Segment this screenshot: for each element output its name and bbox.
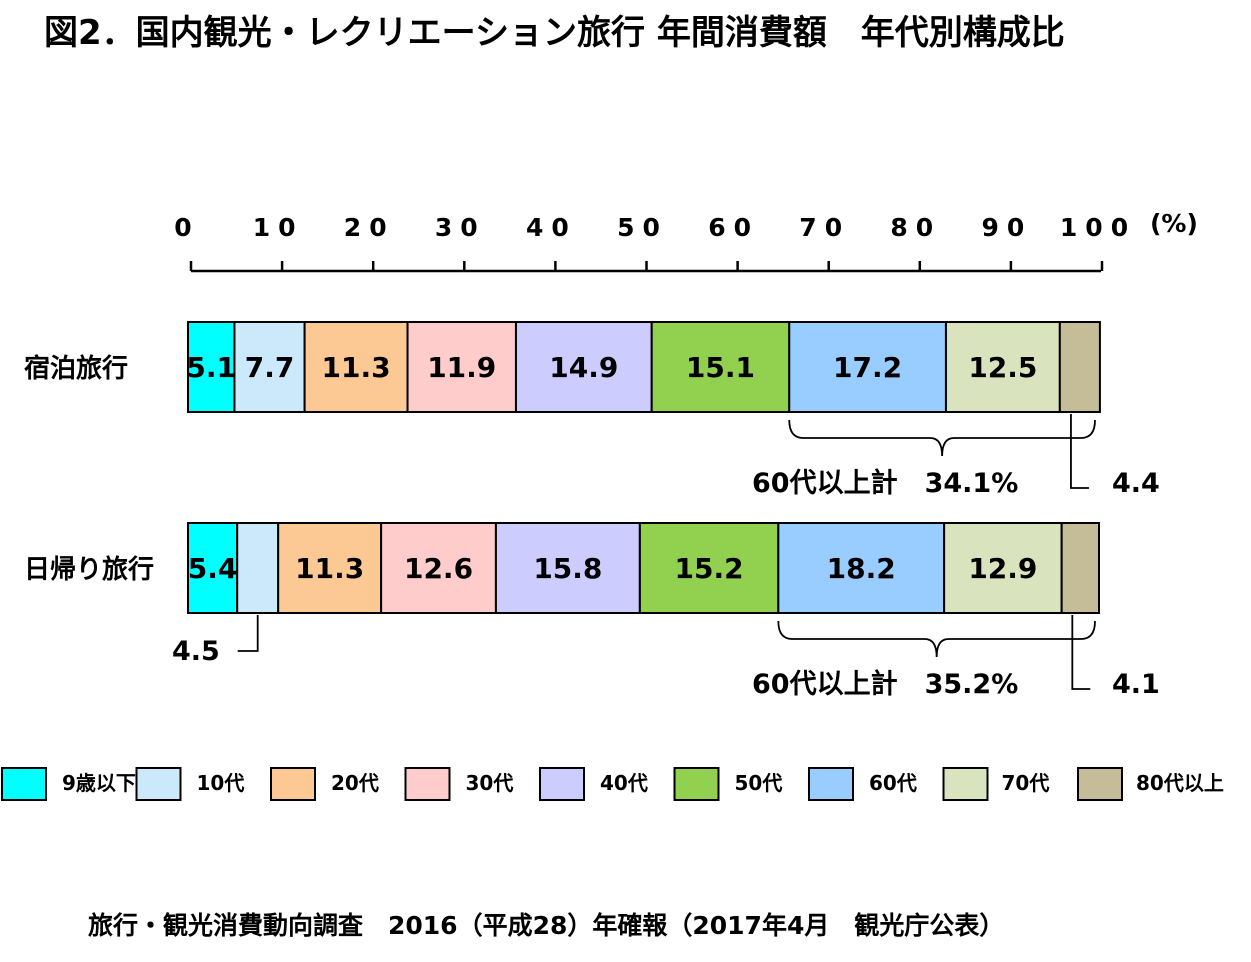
bar-segment: [1058, 321, 1101, 413]
data-label: 12.6: [404, 552, 473, 585]
bar-segment: [650, 321, 791, 413]
bar-segment: [406, 321, 517, 413]
category-label: 宿泊旅行: [24, 353, 128, 384]
bar-segment: [187, 522, 239, 614]
category-label: 日帰り旅行: [24, 554, 154, 585]
eighties-value-label: 4.4: [1112, 468, 1160, 499]
eighties-leader-line: [1071, 615, 1091, 690]
x-tick-label: 20: [344, 213, 395, 242]
x-axis-unit: (%): [1150, 209, 1198, 238]
bar-segment: [380, 522, 497, 614]
legend-label: 60代: [869, 771, 917, 795]
annotations: 60代以上計 34.1% 4.4 60代以上計 35.2% 4.1 4.5: [172, 414, 1160, 700]
eighties-leader-line: [1070, 414, 1089, 489]
data-label: 11.3: [322, 351, 391, 384]
legend-swatch: [673, 767, 720, 801]
legend-label: 40代: [600, 771, 648, 795]
x-tick-label: 80: [890, 213, 941, 242]
data-label: 11.9: [427, 351, 496, 384]
bar-segment: [187, 321, 236, 413]
bar-segment: [943, 522, 1063, 614]
bar-segment: [777, 522, 946, 614]
x-axis: 0 10 20 30 40 50 60 70 80 90 100 (%): [174, 209, 1198, 273]
legend-label: 70代: [1002, 771, 1050, 795]
legend-swatch: [135, 767, 182, 801]
legend-label: 30代: [466, 771, 514, 795]
legend-label: 50代: [735, 771, 783, 795]
legend-label: 10代: [197, 771, 245, 795]
eighties-value-label: 4.1: [1112, 669, 1160, 700]
legend-label: 9歳以下: [62, 771, 136, 795]
x-tick-label: 40: [526, 213, 577, 242]
data-label: 15.1: [686, 351, 755, 384]
data-label: 17.2: [833, 351, 902, 384]
sixties-plus-total-label: 60代以上計 35.2%: [752, 668, 1018, 700]
x-tick-label: 30: [435, 213, 486, 242]
data-label: 14.9: [549, 351, 618, 384]
teens-value-label: 4.5: [172, 636, 220, 667]
bar-segment: [233, 321, 306, 413]
legend-swatch: [404, 767, 451, 801]
chart-title: 図2．国内観光・レクリエーション旅行 年間消費額 年代別構成比: [44, 13, 1065, 53]
data-label: 12.9: [968, 552, 1037, 585]
data-label: 11.3: [295, 552, 364, 585]
data-label: 5.4: [188, 552, 238, 585]
bar-segment: [788, 321, 947, 413]
legend-swatch: [539, 767, 585, 801]
data-label: 5.1: [186, 351, 236, 384]
data-label: 12.5: [968, 351, 1037, 384]
bar-segment: [303, 321, 409, 413]
x-tick-label: 90: [982, 213, 1033, 242]
data-label: 7.7: [245, 351, 295, 384]
legend-swatch: [270, 767, 316, 801]
source-note: 旅行・観光消費動向調査 2016（平成28）年確報（2017年4月 観光庁公表）: [88, 911, 1004, 940]
bars: 宿泊旅行 5.1 7.7 11.3 11.9 14.9 15.1 17.2 12.5 日帰り旅行 5…: [24, 321, 1101, 614]
data-label: 15.8: [533, 552, 602, 585]
bar-segment: [944, 321, 1061, 413]
bar-segment: [1060, 522, 1101, 614]
bar-segment: [277, 522, 383, 614]
x-tick-label: 50: [617, 213, 668, 242]
sixties-plus-total-label: 60代以上計 34.1%: [752, 467, 1018, 499]
data-label: 18.2: [827, 552, 896, 585]
legend-swatch: [808, 767, 854, 801]
legend-swatch: [942, 767, 989, 801]
x-tick-label: 0: [174, 213, 199, 242]
legend-label: 80代以上: [1136, 771, 1224, 795]
teens-leader-line: [237, 615, 259, 652]
x-tick-label: 100: [1060, 213, 1136, 242]
bar-segment: [514, 321, 653, 413]
sixties-plus-brace: [777, 620, 1096, 658]
x-tick-label: 10: [253, 213, 304, 242]
legend-label: 20代: [331, 771, 379, 795]
data-label: 15.2: [675, 552, 744, 585]
bar-segment: [638, 522, 780, 614]
x-tick-label: 60: [708, 213, 759, 242]
x-tick-label: 70: [799, 213, 850, 242]
bar-segment: [236, 522, 280, 614]
sixties-plus-brace: [788, 419, 1096, 457]
legend-swatch: [1077, 767, 1123, 801]
legend-swatch: [1, 767, 47, 801]
legend: 9歳以下 10代 20代 30代 40代 50代 60代 70代 80代以上: [1, 767, 1224, 801]
